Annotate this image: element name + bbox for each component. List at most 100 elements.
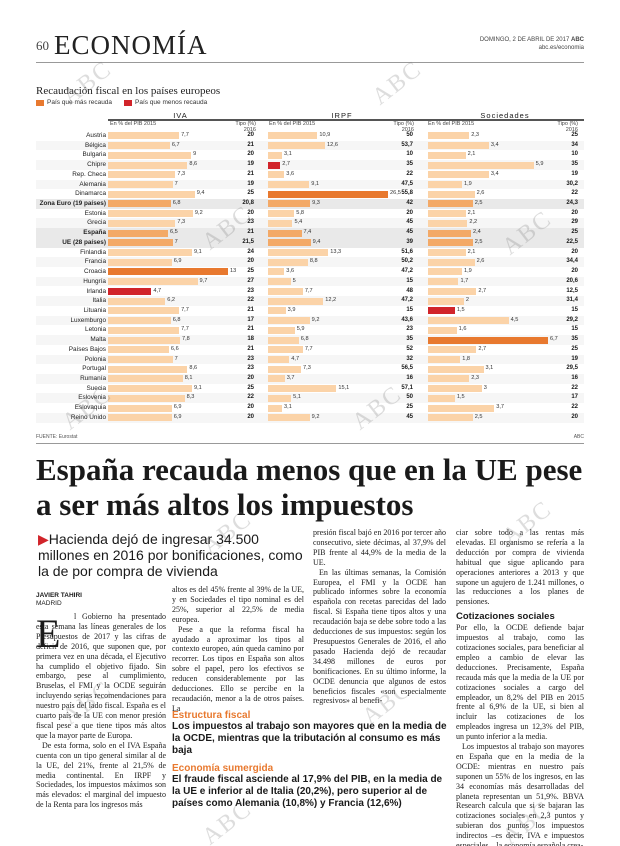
irpf-value-label: 26,5 — [390, 190, 401, 197]
irpf-bar — [268, 336, 299, 344]
iva-tipo: 20 — [247, 258, 254, 265]
iva-bar — [108, 355, 173, 363]
irpf-value-label: 6,8 — [300, 336, 309, 343]
iva-tipo: 23 — [247, 355, 254, 362]
chart-row: Irlanda 4,7 23 7,7 48 2,7 12,5 — [36, 287, 584, 297]
irpf-tipo: 20 — [406, 209, 413, 216]
soc-value-label: 2,6 — [476, 258, 485, 265]
section-url[interactable]: abc.es/economia — [538, 45, 584, 51]
irpf-value-label: 3,1 — [284, 404, 292, 411]
iva-bar — [108, 414, 172, 422]
iva-bar — [108, 132, 180, 140]
irpf-value-label: 12,2 — [325, 297, 337, 304]
box2-text: El fraude fiscal asciende al 17,9% del P… — [172, 774, 443, 809]
soc-value-label: 2,6 — [476, 190, 485, 197]
iva-subheader: En % del PIB 2015 — [110, 121, 157, 127]
iva-tipo: 20 — [247, 413, 254, 420]
soc-tipo: 22 — [571, 404, 578, 411]
soc-value-label: 2,1 — [467, 248, 476, 255]
iva-bar — [108, 171, 176, 179]
iva-value-label: 6,9 — [173, 258, 182, 265]
watermark: ABC — [367, 55, 428, 111]
chart-row: Chipre 8,6 19 2,7 35 5,9 35 — [36, 160, 584, 170]
soc-tipo: 35 — [571, 161, 578, 168]
soc-bar — [428, 239, 473, 247]
irpf-bar — [268, 317, 310, 325]
iva-tipo: 19 — [247, 161, 254, 168]
iva-bar — [108, 180, 173, 188]
soc-value-label: 2,1 — [467, 151, 476, 158]
soc-value-label: 2 — [465, 297, 469, 304]
group-rule — [108, 119, 584, 121]
chart-row: Eslovenia 8,3 22 5,1 50 1,5 17 — [36, 393, 584, 404]
soc-value-label: 1,9 — [464, 268, 472, 275]
iva-tipo: 25 — [247, 190, 254, 197]
soc-tipo: 29 — [571, 219, 578, 226]
irpf-tipo: 42 — [406, 200, 413, 207]
soc-value-label: 3,1 — [485, 365, 494, 372]
irpf-tipo: 57,1 — [401, 384, 413, 391]
soc-bar — [428, 210, 466, 218]
subsection-title: Cotizaciones sociales — [456, 611, 555, 623]
soc-bar — [428, 229, 471, 237]
paragraph-3: altos es del 45% frente al 39% de la UE,… — [172, 585, 304, 624]
irpf-tipo: 39 — [406, 238, 413, 245]
country-label: Austria — [86, 132, 106, 139]
country-label: Polonia — [84, 355, 106, 363]
iva-bar — [108, 326, 180, 334]
iva-tipo: 19 — [247, 180, 254, 187]
chart-row: Países Bajos 6,6 21 7,7 52 2,7 25 — [36, 345, 584, 355]
irpf-bar — [268, 132, 318, 140]
soc-value-label: 2,5 — [474, 413, 483, 420]
byline: JAVIER TAHIRI MADRID — [36, 592, 82, 608]
country-label: Reino Unido — [70, 413, 106, 421]
irpf-tipo: 25 — [406, 404, 413, 411]
irpf-tipo: 50 — [406, 394, 413, 401]
soc-bar — [428, 268, 463, 276]
chart-row: Bélgica 6,7 21 12,6 53,7 3,4 34 — [36, 140, 584, 151]
irpf-value-label: 4,7 — [291, 355, 300, 362]
chart-bottom-rule — [36, 443, 584, 444]
soc-value-label: 2,7 — [478, 345, 487, 352]
country-label: Francia — [84, 258, 106, 266]
soc-value-label: 2,5 — [474, 200, 483, 207]
country-label: Rep. Checa — [72, 170, 106, 178]
irpf-bar — [268, 355, 290, 363]
soc-tipo: 30,2 — [566, 180, 578, 187]
iva-value-label: 6,8 — [172, 316, 181, 323]
irpf-value-label: 7,4 — [303, 229, 312, 236]
soc-value-label: 4,5 — [510, 316, 519, 323]
iva-tipo: 23 — [247, 287, 254, 294]
legend-min-swatch — [124, 99, 132, 106]
iva-value-label: 13 — [230, 268, 237, 275]
iva-tipo: 21 — [247, 141, 254, 148]
irpf-tipo: 47,5 — [401, 180, 413, 187]
iva-bar — [108, 287, 152, 295]
iva-tipo: 22 — [247, 297, 254, 304]
country-label: Rumanía — [80, 375, 106, 382]
soc-bar — [428, 404, 495, 412]
iva-tipo: 17 — [247, 316, 254, 323]
chart-row: Suecia 9,1 25 15,1 57,1 3 22 — [36, 384, 584, 394]
irpf-value-label: 3,9 — [287, 306, 296, 313]
irpf-bar — [268, 249, 329, 257]
soc-value-label: 2,3 — [471, 375, 479, 381]
soc-value-label: 2,3 — [471, 132, 479, 138]
irpf-tipo: 45 — [406, 219, 413, 226]
paragraph-8: Por ello, la OCDE defiende bajar impuest… — [456, 623, 584, 742]
iva-tipo: 25 — [247, 384, 254, 391]
group-header-sociedades: Sociedades — [480, 111, 530, 120]
iva-tipo: 20 — [247, 151, 254, 158]
soc-value-label: 3,4 — [490, 141, 499, 148]
iva-bar — [108, 336, 180, 344]
iva-tipo: 21,5 — [242, 238, 254, 245]
irpf-value-label: 15,1 — [338, 384, 350, 391]
chart-row: Italia 6,2 22 12,2 47,2 2 31,4 — [36, 296, 584, 306]
irpf-value-label: 9,2 — [311, 316, 320, 323]
country-label: Portugal — [82, 365, 106, 373]
iva-value-label: 9,1 — [194, 248, 202, 255]
irpf-value-label: 3,7 — [286, 375, 295, 381]
soc-tipo: 22,5 — [566, 238, 578, 245]
chart-row: Alemania 7 19 9,1 47,5 1,9 30,2 — [36, 179, 584, 190]
irpf-tipo: 56,5 — [401, 365, 413, 372]
